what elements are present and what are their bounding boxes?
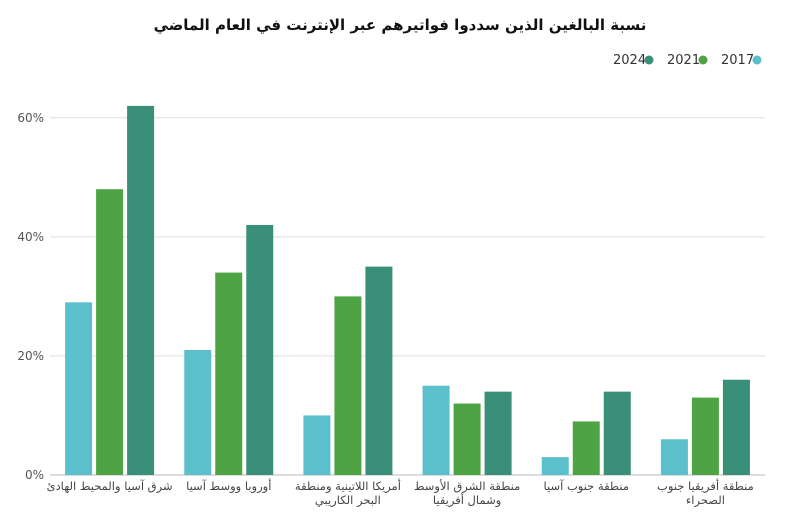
legend-marker-2024 <box>644 55 654 65</box>
y-tick-label-0: 0% <box>25 468 44 482</box>
legend-marker-2021 <box>698 55 708 65</box>
category-label-0-0: شرق آسيا والمحيط الهادئ <box>47 479 173 494</box>
legend-label-2021: 2021 <box>667 53 700 68</box>
category-label-2-1: البحر الكاريبي <box>315 493 381 508</box>
bar-2017-4 <box>541 457 569 475</box>
bar-2021-2 <box>334 296 362 475</box>
bar-2021-5 <box>691 397 719 475</box>
bar-2017-2 <box>303 415 331 475</box>
category-label-1-0: أوروبا ووسط آسيا <box>186 478 271 494</box>
bar-2024-4 <box>603 391 631 475</box>
bar-2021-0 <box>96 189 124 475</box>
bar-2017-1 <box>184 349 212 475</box>
category-label-3-0: منطقة الشرق الأوسط <box>414 479 520 494</box>
legend-label-2017: 2017 <box>721 53 754 68</box>
category-label-2-0: أمريكا اللاتينية ومنطقة <box>295 478 401 494</box>
bar-2024-5 <box>722 379 750 475</box>
bar-2024-1 <box>246 224 274 475</box>
category-label-4-0: منطقة جنوب آسيا <box>543 479 629 494</box>
bar-2021-3 <box>453 403 481 475</box>
legend-label-2024: 2024 <box>613 53 646 68</box>
legend-marker-2017 <box>752 55 762 65</box>
bar-2024-0 <box>127 105 155 475</box>
chart-title: نسبة البالغين الذين سددوا فواتيرهم عبر ا… <box>153 16 647 34</box>
y-tick-label-40: 40% <box>17 230 44 244</box>
y-tick-label-20: 20% <box>17 349 44 363</box>
bar-2017-0 <box>65 302 93 475</box>
category-label-3-1: وشمال أفريقيا <box>433 492 501 508</box>
y-tick-label-60: 60% <box>17 111 44 125</box>
category-label-5-1: الصحراء <box>686 493 725 508</box>
category-label-5-0: منطقة أفريقيا جنوب <box>657 478 754 494</box>
bar-2024-3 <box>484 391 512 475</box>
bar-2021-4 <box>572 421 600 475</box>
bar-2021-1 <box>215 272 243 475</box>
bar-2024-2 <box>365 266 393 475</box>
bar-2017-3 <box>422 385 450 475</box>
bar-2017-5 <box>660 439 688 475</box>
